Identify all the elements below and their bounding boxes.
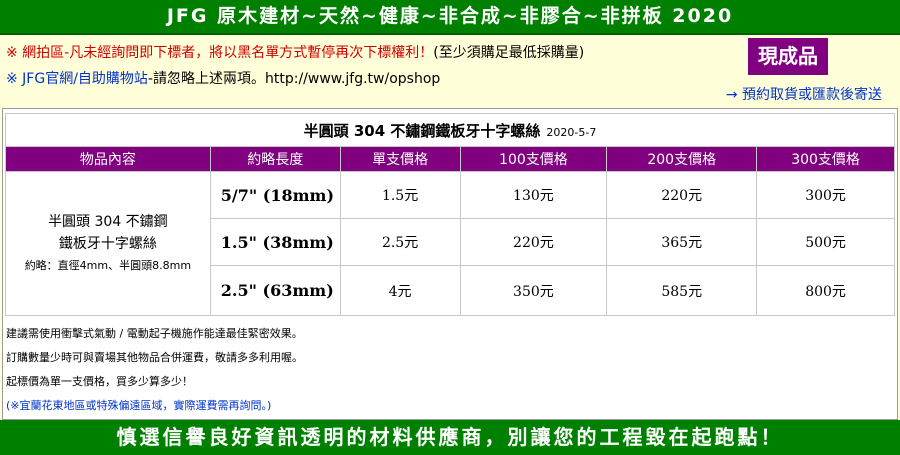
- product-name: 半圓頭 304 不鏽鋼: [48, 213, 168, 230]
- column-header: 100支價格: [459, 146, 608, 172]
- column-header: 約略長度: [209, 146, 341, 172]
- price-table: 半圓頭 304 不鏽鋼鐵板牙十字螺絲 2020-5-7 物品內容 約略長度 單支價…: [5, 113, 895, 316]
- price-cell: 585元: [606, 265, 758, 316]
- title-text: 半圓頭 304 不鏽鋼鐵板牙十字螺絲: [303, 121, 541, 140]
- header-banner: JFG 原木建材~天然~健康~非合成~非膠合~非拼板 2020: [0, 0, 900, 35]
- price-cell: 800元: [756, 265, 895, 316]
- price-cell: 1.5元: [339, 171, 461, 219]
- note-line: (※宜蘭花東地區或特殊偏遠區域，實際運費需再詢問。): [6, 399, 272, 412]
- notice-line: ※ JFG官網/自助購物站-請忽略上述兩項。http://www.jfg.tw/…: [6, 68, 440, 88]
- note-line: 訂購數量少時可與賣場其他物品合併運費，敬請多多利用喔。: [6, 351, 303, 364]
- badge: 現成品: [748, 38, 828, 75]
- price-cell: 300元: [756, 171, 895, 219]
- column-header: 單支價格: [339, 146, 461, 172]
- column-header: 200支價格: [606, 146, 758, 172]
- date: 2020-5-7: [546, 125, 597, 139]
- table-title: 半圓頭 304 不鏽鋼鐵板牙十字螺絲 2020-5-7: [5, 113, 895, 147]
- price-cell: 500元: [756, 218, 895, 266]
- product-name: 鐵板牙十字螺絲: [58, 235, 157, 252]
- order-note: → 預約取貨或匯款後寄送: [725, 87, 882, 103]
- length-cell: 5/7" (18mm): [209, 171, 341, 219]
- length-cell: 2.5" (63mm): [209, 265, 341, 316]
- product-spec: 約略：直徑4mm、半圓頭8.8mm: [24, 258, 192, 272]
- product-cell: 半圓頭 304 不鏽鋼 鐵板牙十字螺絲 約略：直徑4mm、半圓頭8.8mm: [5, 171, 211, 316]
- note-line: 建議需使用衝擊式氣動 / 電動起子機施作能達最佳緊密效果。: [6, 327, 303, 340]
- price-cell: 350元: [459, 265, 608, 316]
- column-header: 物品內容: [5, 146, 211, 172]
- price-cell: 220元: [606, 171, 758, 219]
- price-cell: 220元: [459, 218, 608, 266]
- notice-text: ※ 網拍區-凡未經詢問即下標者，將以黑名單方式暫停再次下標權利！: [6, 45, 434, 61]
- product-panel: 半圓頭 304 不鏽鋼鐵板牙十字螺絲 2020-5-7 物品內容 約略長度 單支價…: [2, 108, 898, 420]
- column-header: 300支價格: [756, 146, 895, 172]
- notice-line: ※ 網拍區-凡未經詢問即下標者，將以黑名單方式暫停再次下標權利！(至少須購足最低…: [6, 42, 584, 62]
- notice-text: (至少須購足最低採購量): [433, 45, 585, 61]
- price-cell: 2.5元: [339, 218, 461, 266]
- price-cell: 130元: [459, 171, 608, 219]
- length-cell: 1.5" (38mm): [209, 218, 341, 266]
- notice-link[interactable]: ※ JFG官網/自助購物站: [6, 71, 148, 87]
- price-cell: 365元: [606, 218, 758, 266]
- footer-banner: 慎選信譽良好資訊透明的材料供應商，別讓您的工程毀在起跑點！: [0, 420, 900, 455]
- note-line: 起標價為單一支價格，買多少算多少！: [6, 375, 193, 388]
- notes: 建議需使用衝擊式氣動 / 電動起子機施作能達最佳緊密效果。 訂購數量少時可與賣場…: [6, 322, 303, 418]
- notice-text: -請忽略上述兩項。http://www.jfg.tw/opshop: [147, 71, 441, 87]
- price-cell: 4元: [339, 265, 461, 316]
